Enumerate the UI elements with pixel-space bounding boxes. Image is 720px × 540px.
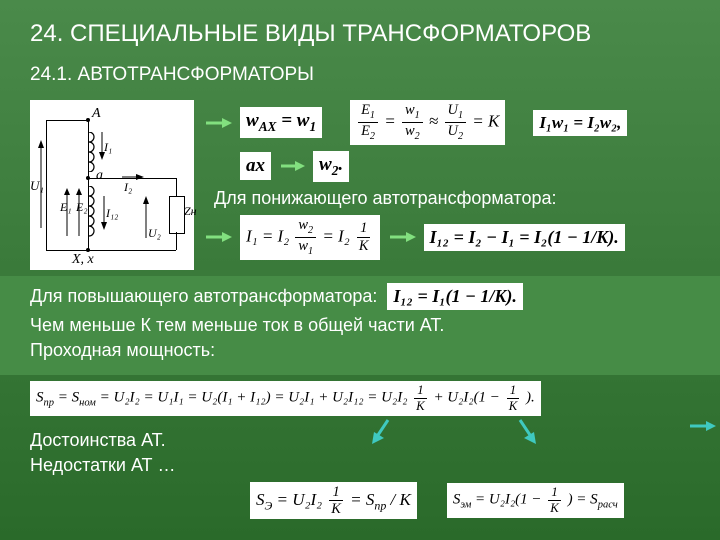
t: K	[509, 399, 518, 413]
t: ).	[526, 390, 535, 406]
eq-Iw: I₁w₁ = I₂w₂,	[533, 110, 627, 136]
t: w	[246, 110, 259, 131]
label-U1: U₁	[30, 178, 44, 194]
t: 1	[551, 485, 557, 499]
label-A: A	[92, 106, 101, 122]
t: = U₂I₂(1 −	[471, 492, 545, 508]
t: 1	[415, 110, 420, 121]
t: расч	[598, 500, 618, 511]
t: 1	[510, 383, 516, 397]
t: K	[331, 501, 341, 517]
t: = S	[54, 390, 79, 406]
t: ном	[79, 398, 96, 409]
t: w	[405, 102, 415, 118]
arrow-right-icon	[388, 229, 416, 245]
eq-ratio-K: E1E2 = w1w2 ≈ U1U2 = K	[350, 100, 505, 145]
eq-Se: SЭ = U₂I₂ 1K = Sпр / K	[250, 482, 417, 520]
label-U2: U₂	[148, 226, 161, 241]
t: / K	[386, 489, 411, 508]
note-K: Чем меньше К тем меньше ток в общей част…	[30, 315, 690, 336]
t: = U₂I₂	[272, 489, 322, 508]
t: эм	[460, 500, 471, 511]
t: 1	[308, 246, 313, 257]
t: E	[361, 123, 370, 139]
t: U	[448, 102, 458, 118]
equations-group: wAX = w1 E1E2 = w1w2 ≈ U1U2 = K I₁w₁ = I…	[204, 100, 627, 260]
eq-Spr: Sпр = Sном = U₂I₂ = U₁I₁ = U₂(I₁ + I₁₂) …	[30, 381, 541, 416]
eq-I12-step-down: I₁₂ = I₂ − I₁ = I₂(1 − 1/K).	[424, 224, 625, 251]
label-I2: I₂	[124, 180, 132, 195]
step-up-label: Для повышающего автотрансформатора:	[30, 286, 377, 307]
highlight-band: Для повышающего автотрансформатора: I₁₂ …	[0, 276, 720, 375]
t: S	[256, 489, 265, 508]
t: w	[405, 123, 415, 139]
t: I₁₂ = I₁(1 − 1/K).	[393, 286, 517, 306]
t: 2	[458, 131, 463, 142]
label-I1: I₁	[104, 140, 112, 155]
row-diagram-equations: A a X, x Zн U₁	[30, 100, 690, 270]
arrow-right-icon	[204, 229, 232, 245]
eq-Sem: Sэм = U₂I₂(1 − 1K ) = Sрасч	[447, 483, 624, 518]
label-X: X, x	[72, 252, 94, 268]
t: = S	[350, 489, 374, 508]
arrow-down-icon	[370, 418, 394, 444]
t: K	[550, 501, 559, 515]
t: I₁ = I₂	[246, 226, 289, 245]
eq-w2: w2.	[313, 151, 349, 182]
eq-I12-step-up: I₁₂ = I₁(1 − 1/K).	[387, 283, 523, 310]
arrow-right-icon	[279, 158, 305, 174]
label-I12: I₁₂	[106, 206, 118, 221]
t: 1	[370, 110, 375, 121]
slide-subtitle: 24.1. АВТОТРАНСФОРМАТОРЫ	[30, 64, 690, 86]
t: AX	[259, 119, 277, 134]
t: 1	[417, 383, 423, 397]
t: I₁₂ = I₂ − I₁ = I₂(1 − 1/K).	[430, 227, 619, 247]
slide-title: 24. СПЕЦИАЛЬНЫЕ ВИДЫ ТРАНСФОРМАТОРОВ	[30, 20, 690, 48]
t: K	[416, 399, 425, 413]
arrow-right-icon	[688, 418, 716, 444]
advantages-label: Достоинства АТ.	[30, 430, 690, 451]
autotransformer-diagram: A a X, x Zн U₁	[30, 100, 194, 270]
eq-I1-step-down: I₁ = I₂ w2w1 = I₂ 1K	[240, 215, 380, 260]
t: 1	[360, 220, 367, 236]
t: .	[338, 154, 343, 175]
t: пр	[374, 498, 386, 512]
t: K	[359, 238, 369, 254]
eq-ax: ax	[240, 152, 271, 180]
t: 1	[332, 484, 339, 500]
pass-power-label: Проходная мощность:	[30, 340, 690, 361]
t: 2	[370, 131, 375, 142]
eq-wAX: wAX = w1	[240, 107, 322, 138]
t: ax	[246, 155, 265, 176]
label-a: a	[96, 168, 103, 184]
label-Zn: Zн	[184, 204, 197, 219]
t: K	[488, 111, 499, 130]
t: w	[298, 238, 308, 254]
t: ) = S	[568, 492, 598, 508]
t: S	[36, 390, 44, 406]
t: = I₂	[322, 226, 349, 245]
t: 1	[458, 110, 463, 121]
step-down-label: Для понижающего автотрансформатора:	[214, 188, 627, 209]
t: E	[361, 102, 370, 118]
t: 1	[309, 119, 316, 134]
t: U	[448, 123, 458, 139]
disadvantages-label: Недостатки АТ …	[30, 455, 690, 476]
t: пр	[44, 398, 55, 409]
arrow-right-icon	[204, 115, 232, 131]
t: w	[298, 217, 308, 233]
t: = w	[276, 110, 309, 131]
t: w	[319, 154, 332, 175]
t: I₁w₁ = I₂w₂,	[539, 113, 621, 132]
t: = U₂I₂ = U₁I₁ = U₂(I₁ + I₁₂) = U₂I₁ + U₂…	[96, 390, 408, 406]
arrow-down-icon	[514, 418, 538, 444]
t: + U₂I₂(1 −	[433, 390, 503, 406]
t: 2	[415, 131, 420, 142]
t: 2	[308, 225, 313, 236]
